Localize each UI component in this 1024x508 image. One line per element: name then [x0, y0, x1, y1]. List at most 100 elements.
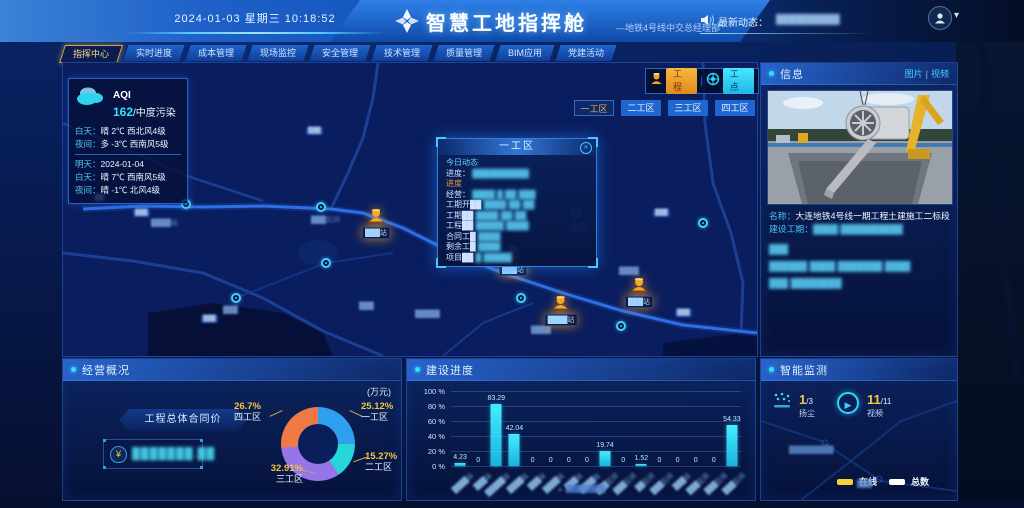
nav-tab[interactable]: 现场监控	[247, 45, 309, 61]
metro-station-icon[interactable]	[316, 202, 326, 212]
map-area-label: ███区间	[311, 217, 340, 224]
video-label: 视频	[867, 409, 883, 418]
map-area-label: ███	[359, 303, 374, 310]
bar-value: 0	[693, 457, 698, 464]
nav-tab[interactable]: 成本管理	[185, 45, 247, 61]
popup-row: 合同工█ ████	[446, 232, 588, 243]
bar[interactable]	[490, 403, 502, 466]
metro-station-icon[interactable]	[698, 218, 708, 228]
bar-value: 42.04	[505, 425, 524, 433]
backdrop-left	[0, 0, 62, 508]
popup-row-label: 工期██	[446, 210, 474, 220]
weather-line-label: 夜间：	[75, 185, 101, 195]
popup-corner	[588, 258, 598, 268]
nav-tab-label: 安全管理	[322, 48, 359, 58]
zone-button[interactable]: 三工区	[668, 100, 708, 116]
bar-value: 0	[476, 457, 481, 464]
money-bag-icon: ¥	[110, 445, 127, 463]
popup-row-value: ████	[475, 242, 501, 251]
weather-line-value: 晴 7℃ 西南风5级	[100, 172, 166, 182]
legend-swatch	[889, 478, 906, 485]
play-icon[interactable]: ▶	[837, 392, 859, 414]
popup-row: 项目██ █ █████	[446, 253, 588, 264]
video-link[interactable]: 视频	[930, 69, 949, 79]
weather-line-label: 夜间：	[75, 139, 101, 149]
close-icon[interactable]: ✕	[580, 142, 592, 154]
weather-line: 白天：晴 7℃ 西南风5级	[75, 171, 181, 184]
site-marker[interactable]: ███站	[625, 277, 653, 308]
photo-link[interactable]: 图片	[904, 69, 923, 79]
popup-row-label: 项目██	[446, 252, 474, 262]
popup-row-value: ██████████	[470, 168, 529, 178]
popup-row-label: 工期开██	[446, 200, 482, 209]
popup-row-label: 经营：	[446, 189, 470, 199]
popup-corner	[588, 137, 598, 147]
metro-station-dot	[325, 262, 327, 264]
bar-slot: 0 ███区间	[613, 391, 638, 495]
metro-station-icon[interactable]	[616, 321, 626, 331]
nav-tab[interactable]: 实时进度	[123, 45, 185, 61]
popup-row: 进度： ██████████	[446, 169, 588, 180]
project-name: 名称：大连地铁4号线一期工程土建施工二标段	[769, 211, 950, 221]
map-area-label: ███	[223, 307, 238, 314]
zone-button[interactable]: 二工区	[621, 100, 661, 116]
popup-row: 经营： ████ █ ██ ███	[446, 190, 588, 201]
site-marker[interactable]: ████站	[544, 295, 578, 326]
bullet-dot-icon	[415, 367, 420, 372]
nav-tabs: 指挥中心 实时进度 成本管理 现场监控 安全管理 技术管理 质量管理 BIM应用 党建活动	[59, 45, 762, 63]
donut-slice-label: 15.27% 二工区	[365, 451, 397, 473]
mode-site-button[interactable]: 工点	[722, 68, 754, 94]
monitor-map-label: █████████	[789, 447, 834, 454]
user-avatar[interactable]	[928, 6, 952, 30]
bar[interactable]	[454, 462, 466, 466]
bar[interactable]	[599, 451, 611, 466]
nav-tab[interactable]: 指挥中心	[59, 45, 123, 63]
bar[interactable]	[726, 425, 738, 466]
popup-row-value: █ █████	[473, 252, 512, 262]
zone-button[interactable]: 一工区	[574, 100, 614, 116]
nav-tab[interactable]: 质量管理	[433, 45, 495, 61]
donut-slice-percent: 32.91%	[270, 463, 303, 474]
bar[interactable]	[635, 464, 647, 466]
cloud-icon	[75, 85, 107, 121]
bar-slot: 1.52 ██区间	[632, 391, 657, 492]
progress-bar-chart[interactable]: 4.23 ████站 0 ███站 83.29 █████站 42.04 ████站 0 ███站…	[424, 387, 747, 497]
nav-tab[interactable]: BIM应用	[495, 45, 555, 61]
bar-slot: 0 ███区间	[650, 391, 675, 495]
popup-title: 一工区	[438, 139, 596, 155]
mode-project-button[interactable]: 工程	[666, 68, 698, 94]
nav-tab-label: 质量管理	[446, 48, 483, 58]
bar[interactable]	[508, 434, 520, 466]
nav-tab[interactable]: 安全管理	[309, 45, 371, 61]
bar-slot: 0 ████站	[542, 391, 565, 494]
popup-row: 进度	[446, 179, 588, 190]
y-axis-tick: 0 %	[432, 462, 445, 471]
chevron-down-icon[interactable]: ▾	[954, 10, 960, 21]
grid-line	[451, 436, 741, 437]
map-area-label: █████	[415, 311, 440, 318]
popup-row-value: ████ █ ██ ███	[470, 189, 536, 199]
site-marker-label: ███站	[625, 296, 653, 308]
dust-sensor-icon	[773, 392, 793, 415]
popup-row-value: ████	[475, 231, 501, 241]
site-marker[interactable]: ███站	[362, 208, 390, 239]
contract-donut-chart[interactable]	[281, 407, 355, 481]
bar-value: 0	[530, 457, 535, 464]
y-axis-tick: 80 %	[427, 402, 445, 411]
nav-tab[interactable]: 技术管理	[371, 45, 433, 61]
metro-station-icon[interactable]	[321, 258, 331, 268]
nav-tab[interactable]: 党建活动	[555, 45, 617, 61]
zone-button[interactable]: 四工区	[715, 100, 755, 116]
road-shield-label: ███	[133, 209, 150, 217]
metro-station-dot	[520, 297, 522, 299]
aqi-level: /中度污染	[133, 108, 176, 119]
monitor-panel: 智能监测 1/3 扬尘 ▶ 11/11 视频 在线 总数 ████	[760, 358, 958, 501]
business-panel-title: 经营概况	[82, 364, 130, 377]
nav-tab-label: BIM应用	[508, 48, 543, 58]
metro-station-icon[interactable]	[516, 293, 526, 303]
metro-station-icon[interactable]	[231, 293, 241, 303]
popup-body: 今日动态进度： ██████████ 进度 经营： ████ █ ██ ███ 工期开…	[438, 155, 596, 266]
weather-line-value: 晴 -1℃ 北风4级	[100, 185, 161, 195]
popup-row-label: 今日动态	[446, 158, 478, 167]
